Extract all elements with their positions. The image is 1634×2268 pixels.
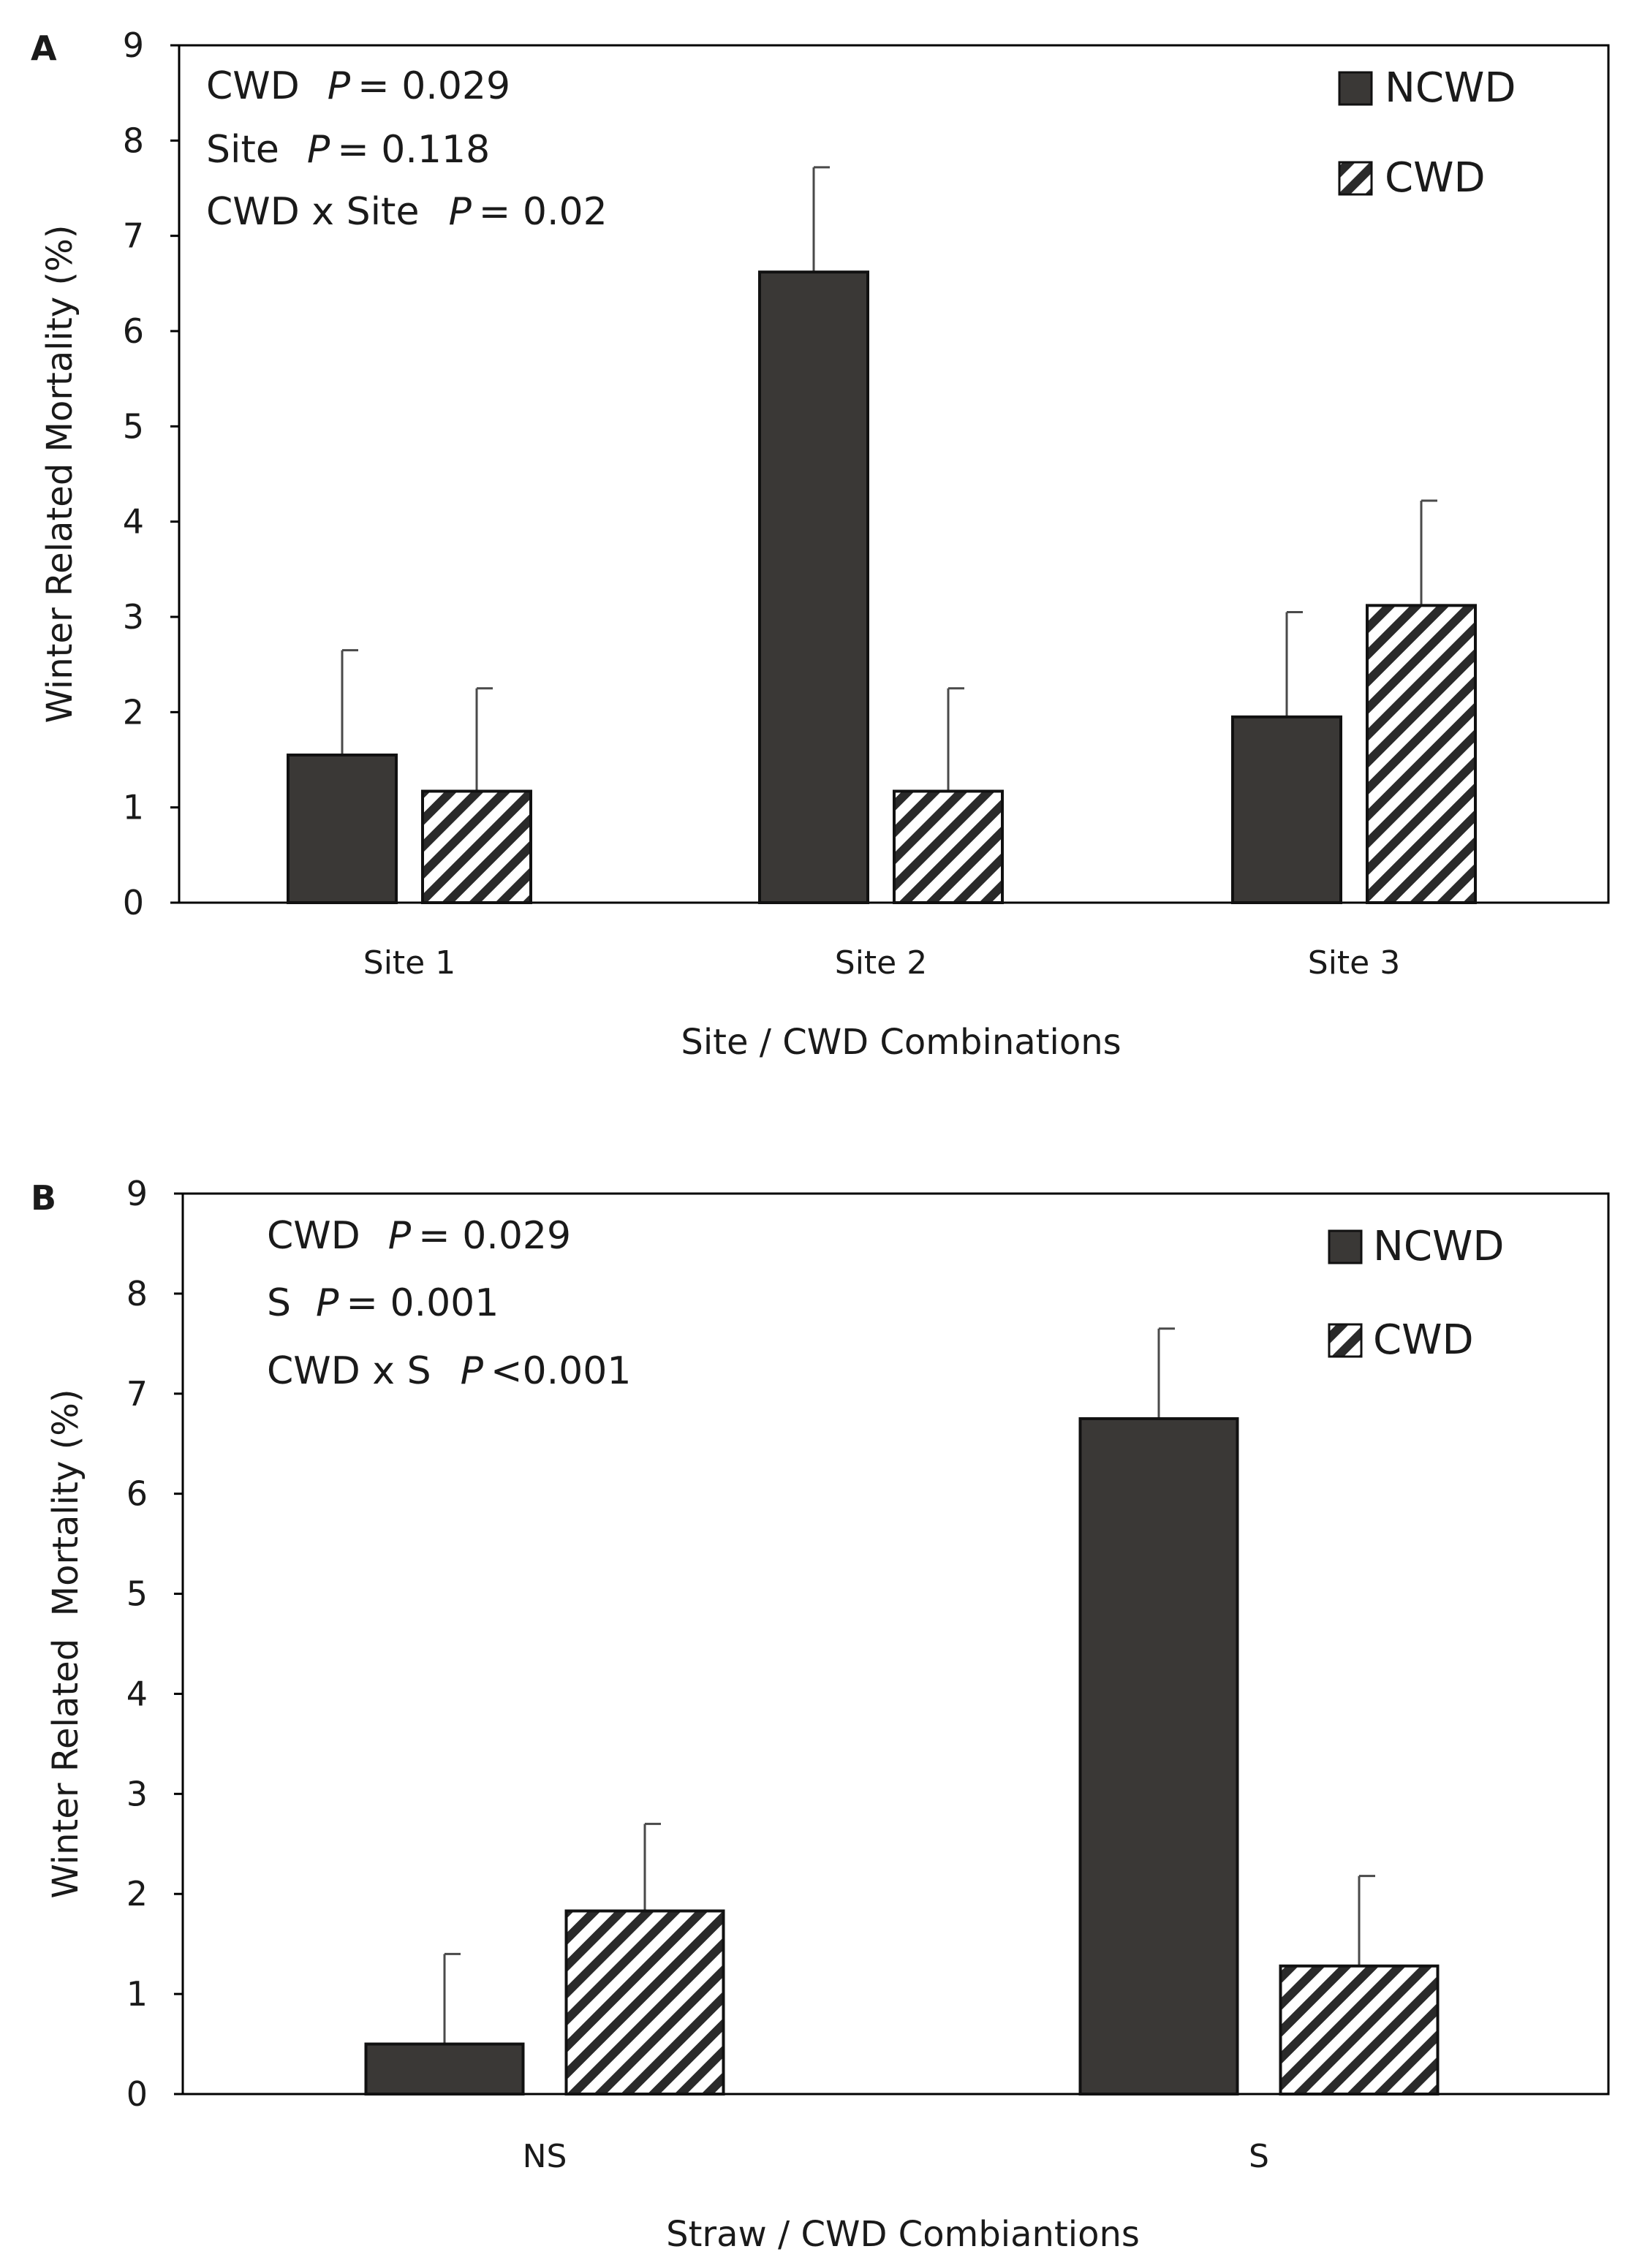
stat-p: P (448, 190, 472, 234)
legend-label-ncwd: NCWD (1385, 64, 1516, 112)
y-axis-title: Winter Related Mortality (%) (39, 224, 80, 723)
stat-value: <0.001 (491, 1349, 631, 1393)
x-category-label: Site 2 (835, 944, 927, 982)
y-tick-label: 5 (126, 1574, 148, 1614)
bar-ncwd-ns (364, 2042, 525, 2096)
stat-value: = 0.118 (337, 128, 490, 172)
stat-p: P (388, 1214, 412, 1258)
bar-cwd-site-1 (421, 789, 532, 905)
bar-cwd-site-2 (893, 789, 1004, 905)
panel-a: A 0 1 2 3 4 5 6 7 8 9 Site 1 Site 2 Site 3 Site / CWD … (31, 26, 1610, 1063)
x-axis-title: Site / CWD Combinations (681, 1022, 1121, 1063)
stat-value: = 0.029 (358, 64, 510, 108)
y-tick-label: 3 (123, 597, 144, 637)
stat-label: CWD x Site (206, 190, 419, 234)
y-tick-label: 7 (123, 216, 144, 256)
y-tick-label: 4 (123, 502, 144, 542)
x-axis-title: Straw / CWD Combiantions (666, 2214, 1140, 2255)
legend-swatch-ncwd (1328, 1229, 1363, 1264)
stat-p: P (316, 1281, 339, 1325)
bar-cwd-ns (564, 1909, 725, 2096)
y-tick-label: 9 (126, 1174, 148, 1213)
stat-line: Site P = 0.118 (206, 128, 490, 172)
stat-value: = 0.029 (418, 1214, 571, 1258)
stat-label: S (267, 1281, 291, 1325)
y-tick-label: 7 (126, 1374, 148, 1414)
y-axis-title: Winter Related Mortality (%) (45, 1389, 86, 1898)
y-tick-label: 8 (126, 1274, 148, 1313)
legend-swatch-ncwd (1338, 71, 1373, 106)
x-category-label: Site 1 (363, 944, 455, 982)
stat-label: CWD (267, 1214, 360, 1258)
bar-ncwd-s (1078, 1417, 1239, 2096)
bar-ncwd-site-2 (758, 270, 869, 904)
y-tick-label: 8 (123, 121, 144, 160)
stat-label: CWD x S (267, 1349, 431, 1393)
stat-p: P (461, 1349, 484, 1393)
y-tick-label: 9 (123, 26, 144, 65)
bar-cwd-s (1279, 1964, 1440, 2096)
stat-line: CWD P = 0.029 (206, 64, 510, 108)
stat-line: CWD P = 0.029 (267, 1214, 571, 1258)
legend-label-cwd: CWD (1385, 154, 1486, 202)
legend-label-cwd: CWD (1373, 1316, 1474, 1364)
stat-label: Site (206, 128, 279, 172)
bar-ncwd-site-1 (287, 753, 398, 904)
stat-line: CWD x S P <0.001 (267, 1349, 631, 1393)
stat-p: P (307, 128, 330, 172)
y-tick-label: 2 (126, 1874, 148, 1914)
y-tick-label: 6 (123, 311, 144, 351)
legend-swatch-cwd (1338, 161, 1373, 196)
legend-swatch-cwd (1328, 1323, 1363, 1358)
stat-label: CWD (206, 64, 300, 108)
panel-letter: A (31, 29, 57, 68)
y-tick-label: 3 (126, 1774, 148, 1813)
legend-label-ncwd: NCWD (1373, 1223, 1504, 1270)
x-category-label: NS (523, 2138, 567, 2175)
stat-line: CWD x Site P = 0.02 (206, 190, 608, 234)
y-tick-label: 1 (123, 788, 144, 827)
bar-ncwd-site-3 (1231, 715, 1342, 904)
plot-frame (181, 1192, 1610, 2096)
y-tick-label: 0 (126, 2074, 148, 2114)
stat-value: = 0.02 (479, 190, 608, 234)
stat-line: S P = 0.001 (267, 1281, 499, 1325)
x-category-label: S (1249, 2138, 1269, 2175)
y-tick-label: 1 (126, 1974, 148, 2014)
y-tick-label: 5 (123, 406, 144, 446)
y-tick-label: 6 (126, 1474, 148, 1514)
x-category-label: Site 3 (1308, 944, 1400, 982)
y-tick-label: 4 (126, 1674, 148, 1713)
panel-letter: B (31, 1178, 56, 1218)
bar-cwd-site-3 (1366, 604, 1477, 904)
stat-p: P (328, 64, 351, 108)
y-tick-label: 2 (123, 692, 144, 732)
stat-value: = 0.001 (346, 1281, 499, 1325)
panel-b: B 0 1 2 3 4 5 6 7 8 9 NS S Straw / CWD Combiantions Wi… (31, 1174, 1610, 2255)
y-tick-label: 0 (123, 883, 144, 922)
